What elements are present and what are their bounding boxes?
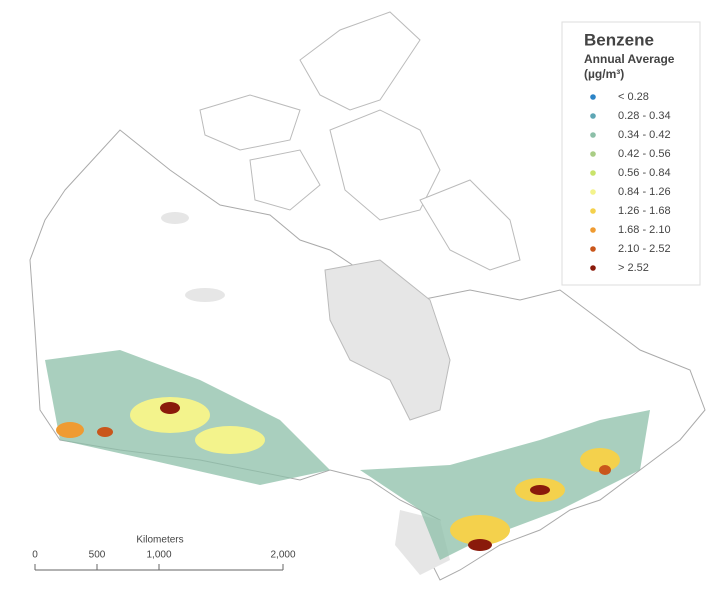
legend-label: 0.28 - 0.34 <box>618 110 671 122</box>
lake <box>161 212 189 224</box>
concentration-area <box>580 448 620 472</box>
legend-swatch <box>590 94 596 100</box>
legend-swatch <box>590 170 596 176</box>
scale-label: 1,000 <box>146 550 171 561</box>
legend-swatch <box>590 189 596 195</box>
legend-swatch <box>590 265 596 271</box>
legend-label: 1.68 - 2.10 <box>618 224 671 236</box>
concentration-area <box>97 427 113 437</box>
legend-swatch <box>590 208 596 214</box>
scale-label: 0 <box>32 550 38 561</box>
legend-units: (µg/m³) <box>584 67 624 81</box>
legend-swatch <box>590 227 596 233</box>
concentration-area <box>160 402 180 414</box>
legend-label: 0.56 - 0.84 <box>618 167 671 179</box>
scale-bar: Kilometers 0 500 1,000 2,000 <box>32 535 296 571</box>
legend-label: < 0.28 <box>618 91 649 103</box>
legend-swatch <box>590 113 596 119</box>
island <box>419 179 521 271</box>
hudson-bay <box>324 259 451 421</box>
concentration-area <box>56 422 84 438</box>
basemap <box>29 11 706 581</box>
legend-subtitle: Annual Average <box>584 52 675 66</box>
legend-label: > 2.52 <box>618 262 649 274</box>
concentration-area <box>530 485 550 495</box>
legend-label: 0.42 - 0.56 <box>618 148 671 160</box>
scale-label: 500 <box>89 550 106 561</box>
concentration-area <box>130 397 210 433</box>
legend-swatch <box>590 246 596 252</box>
island <box>329 109 441 221</box>
concentration-area <box>450 515 510 545</box>
legend: Benzene Annual Average (µg/m³) < 0.28 0.2… <box>561 21 701 286</box>
concentration-area <box>195 426 265 454</box>
scale-title: Kilometers <box>136 535 183 546</box>
legend-swatch <box>590 151 596 157</box>
legend-label: 0.34 - 0.42 <box>618 129 671 141</box>
concentration-area <box>360 410 650 560</box>
legend-box <box>561 21 701 286</box>
legend-label: 2.10 - 2.52 <box>618 243 671 255</box>
legend-label: 0.84 - 1.26 <box>618 186 671 198</box>
concentration-area <box>599 465 611 475</box>
island <box>199 94 301 151</box>
concentration-area <box>468 539 492 551</box>
legend-label: 1.26 - 1.68 <box>618 205 671 217</box>
lake <box>185 288 225 302</box>
island <box>299 11 421 111</box>
legend-title: Benzene <box>584 30 654 49</box>
scale-label: 2,000 <box>270 550 295 561</box>
legend-swatch <box>590 132 596 138</box>
island <box>249 149 321 211</box>
